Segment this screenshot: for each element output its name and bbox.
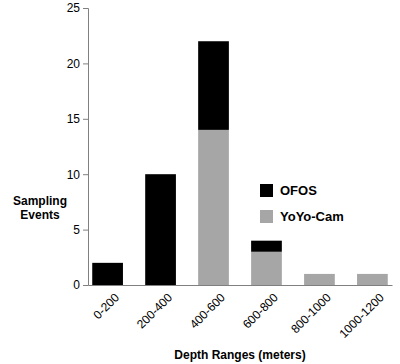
bar [198, 130, 229, 285]
y-tick: 15 [67, 112, 88, 126]
x-tick: 400-600 [187, 285, 228, 331]
bar [92, 263, 123, 285]
y-tick-label: 15 [67, 112, 81, 126]
x-tick-label: 600-800 [240, 290, 281, 331]
y-tick: 25 [67, 1, 88, 15]
x-tick: 0-200 [90, 285, 122, 322]
x-axis-title: Depth Ranges (meters) [174, 348, 305, 362]
y-tick-label: 25 [67, 1, 81, 15]
x-axis-line [89, 285, 393, 286]
x-tick-label: 400-600 [187, 290, 228, 331]
bar [251, 252, 282, 285]
legend-item: OFOS [260, 183, 317, 198]
y-tick: 5 [73, 223, 88, 237]
x-tick: 1000-1200 [336, 285, 387, 341]
bar [304, 273, 335, 274]
y-tick-label: 10 [67, 168, 81, 182]
x-tick-label: 1000-1200 [336, 290, 387, 341]
bars [92, 41, 388, 285]
y-tick-mark [83, 63, 88, 64]
y-tick-label: 0 [73, 278, 80, 292]
x-tick-label: 0-200 [90, 290, 122, 322]
bar [304, 274, 335, 285]
bar [145, 174, 176, 285]
x-tick: 800-1000 [288, 285, 334, 336]
x-tick: 600-800 [240, 285, 281, 331]
x-tick-label: 200-400 [134, 290, 175, 331]
y-tick-mark [83, 285, 88, 286]
legend: OFOS YoYo-Cam [260, 183, 344, 224]
legend-swatch [260, 210, 273, 223]
y-tick-mark [83, 174, 88, 175]
plot: 0 5 10 15 20 25 0-200 200-400 400-600 600-800800-… [67, 1, 393, 341]
y-tick-mark [83, 119, 88, 120]
x-tick: 200-400 [134, 285, 175, 331]
x-axis: 0-200 200-400 400-600 600-800800-10001000-1… [89, 285, 393, 341]
y-tick-label: 20 [67, 57, 81, 71]
y-axis: 0 5 10 15 20 25 [67, 1, 89, 292]
x-tick-label: 800-1000 [288, 290, 334, 336]
y-tick-mark [83, 8, 88, 9]
y-axis-line [83, 9, 89, 286]
y-tick-mark [83, 230, 88, 231]
legend-item: YoYo-Cam [260, 209, 344, 224]
bar [198, 41, 229, 130]
chart: 0 5 10 15 20 25 0-200 200-400 400-600 600-800800-… [0, 0, 400, 364]
bar [357, 273, 388, 274]
bar [251, 241, 282, 252]
y-tick: 20 [67, 57, 88, 71]
y-tick-label: 5 [73, 223, 80, 237]
legend-swatch [260, 184, 273, 197]
y-tick: 10 [67, 168, 88, 182]
y-axis-title: SamplingEvents [13, 194, 67, 222]
bar [357, 274, 388, 285]
y-tick: 0 [73, 278, 88, 292]
legend-label: OFOS [280, 183, 317, 198]
legend-label: YoYo-Cam [280, 209, 344, 224]
